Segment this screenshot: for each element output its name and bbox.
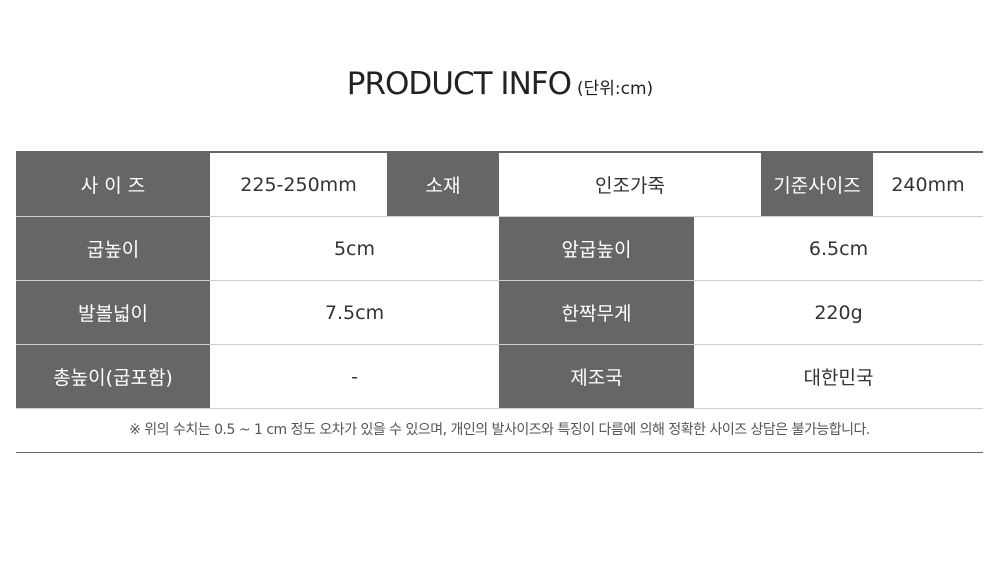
value-cell: 225-250mm bbox=[210, 153, 387, 216]
label-cell: 제조국 bbox=[499, 345, 694, 408]
value-cell: 인조가죽 bbox=[499, 153, 761, 216]
label-cell: 앞굽높이 bbox=[499, 217, 694, 280]
table-row: 굽높이 5cm 앞굽높이 6.5cm bbox=[16, 217, 983, 281]
label-cell: 사 이 즈 bbox=[16, 153, 210, 216]
value-cell: - bbox=[210, 345, 499, 408]
title-unit: (단위:cm) bbox=[577, 79, 654, 99]
product-info-table: 사 이 즈 225-250mm 소재 인조가죽 기준사이즈 240mm 굽높이 … bbox=[16, 151, 983, 409]
title-main: PRODUCT INFO bbox=[346, 66, 572, 102]
table-row: 발볼넓이 7.5cm 한짝무게 220g bbox=[16, 281, 983, 345]
value-cell: 7.5cm bbox=[210, 281, 499, 344]
label-cell: 발볼넓이 bbox=[16, 281, 210, 344]
label-cell: 소재 bbox=[387, 153, 499, 216]
label-cell: 굽높이 bbox=[16, 217, 210, 280]
value-cell: 대한민국 bbox=[694, 345, 983, 408]
table-row: 사 이 즈 225-250mm 소재 인조가죽 기준사이즈 240mm bbox=[16, 153, 983, 217]
value-cell: 240mm bbox=[873, 153, 983, 216]
page-title: PRODUCT INFO (단위:cm) bbox=[0, 66, 1000, 102]
value-cell: 5cm bbox=[210, 217, 499, 280]
label-cell: 한짝무게 bbox=[499, 281, 694, 344]
table-row: 총높이(굽포함) - 제조국 대한민국 bbox=[16, 345, 983, 409]
value-cell: 6.5cm bbox=[694, 217, 983, 280]
disclaimer-note: ※ 위의 수치는 0.5 ~ 1 cm 정도 오차가 있을 수 있으며, 개인의… bbox=[16, 406, 983, 453]
label-cell: 총높이(굽포함) bbox=[16, 345, 210, 408]
label-cell: 기준사이즈 bbox=[761, 153, 873, 216]
value-cell: 220g bbox=[694, 281, 983, 344]
